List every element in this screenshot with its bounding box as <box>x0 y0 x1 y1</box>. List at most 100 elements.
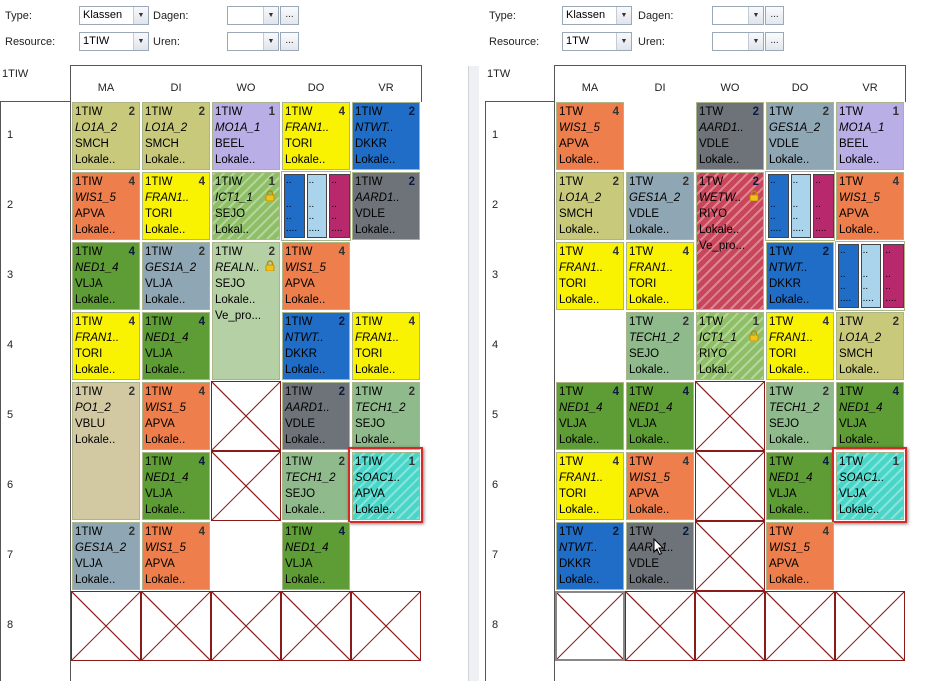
lesson-card[interactable]: 1TW 4 FRAN1.. TORI Lokale.. <box>626 242 694 310</box>
lesson-subject: AARD1.. <box>355 192 400 204</box>
lesson-card[interactable]: 1TW 1 ICT1_1 RIYO Lokal.. <box>696 312 764 380</box>
lesson-room: Lokale.. <box>769 364 810 376</box>
lesson-card[interactable]: 1TIW 4 NED1_4 VLJA Lokale.. <box>142 452 210 520</box>
chevron-down-icon[interactable]: ▼ <box>748 33 763 50</box>
chevron-down-icon[interactable]: ▼ <box>616 7 631 24</box>
cross-icon <box>352 592 420 660</box>
lesson-card[interactable]: 1TW 4 NED1_4 VLJA Lokale.. <box>626 382 694 450</box>
split-lesson-bar[interactable]: .......... <box>284 174 305 238</box>
panel-divider[interactable] <box>468 66 479 681</box>
chevron-down-icon[interactable]: ▼ <box>133 33 148 50</box>
lesson-card[interactable]: 1TIW 4 NED1_4 VLJA Lokale.. <box>142 312 210 380</box>
lesson-card[interactable]: 1TW 2 GES1A_2 VDLE Lokale.. <box>766 102 834 170</box>
split-lesson-bar[interactable]: .......... <box>768 174 789 238</box>
split-lesson-bar[interactable]: .......... <box>329 174 350 238</box>
lesson-card[interactable]: 1TW 2 LO1A_2 SMCH Lokale.. <box>556 172 624 240</box>
lesson-card[interactable]: 1TW 4 NED1_4 VLJA Lokale.. <box>836 382 904 450</box>
chevron-down-icon[interactable]: ▼ <box>616 33 631 50</box>
lesson-card[interactable]: 1TIW 2 AARD1.. VDLE Lokale.. <box>282 382 350 450</box>
lesson-teacher: VDLE <box>285 418 316 430</box>
chevron-down-icon[interactable]: ▼ <box>263 33 278 50</box>
type-select[interactable]: Klassen ▼ <box>562 6 632 25</box>
lesson-card[interactable]: 1TW 4 FRAN1.. TORI Lokale.. <box>556 452 624 520</box>
dagen-browse-button[interactable]: ... <box>280 6 299 25</box>
lesson-class: 1TW <box>699 106 724 118</box>
lesson-card[interactable]: 1TIW 4 FRAN1.. TORI Lokale.. <box>72 312 140 380</box>
chevron-down-icon[interactable]: ▼ <box>133 7 148 24</box>
dagen-select[interactable]: ▼ <box>712 6 764 25</box>
lesson-card[interactable]: 1TW 4 NED1_4 VLJA Lokale.. <box>766 452 834 520</box>
lesson-card[interactable]: 1TW 2 TECH1_2 SEJO Lokale.. <box>766 382 834 450</box>
dagen-browse-button[interactable]: ... <box>765 6 784 25</box>
lesson-room: Lokale.. <box>75 154 116 166</box>
resource-select[interactable]: 1TIW ▼ <box>79 32 149 51</box>
lesson-card[interactable]: 1TIW 2 GES1A_2 VLJA Lokale.. <box>72 522 140 590</box>
uren-browse-button[interactable]: ... <box>280 32 299 51</box>
split-lesson-bar[interactable]: .......... <box>838 244 859 308</box>
lesson-card[interactable]: 1TW 4 FRAN1.. TORI Lokale.. <box>556 242 624 310</box>
lesson-card[interactable]: 1TIW 4 WIS1_5 APVA Lokale.. <box>72 172 140 240</box>
unavailable-cell <box>211 591 281 661</box>
lesson-card[interactable]: 1TW 4 WIS1_5 APVA Lokale.. <box>626 452 694 520</box>
lesson-card[interactable]: 1TIW 4 FRAN1.. TORI Lokale.. <box>142 172 210 240</box>
lesson-card[interactable]: 1TW 2 NTWT.. DKKR Lokale.. <box>766 242 834 310</box>
split-lesson-group[interactable]: .............................. <box>281 171 351 241</box>
split-lesson-bar[interactable]: .......... <box>860 244 882 308</box>
lesson-card[interactable]: 1TW 1 SOAC1.. VLJA Lokale.. <box>836 452 904 520</box>
lesson-card[interactable]: 1TIW 2 LO1A_2 SMCH Lokale.. <box>72 102 140 170</box>
type-select[interactable]: Klassen ▼ <box>79 6 149 25</box>
resource-select[interactable]: 1TW ▼ <box>562 32 632 51</box>
lesson-card[interactable]: 1TIW 2 GES1A_2 VLJA Lokale.. <box>142 242 210 310</box>
lesson-card[interactable]: 1TW 2 NTWT.. DKKR Lokale.. <box>556 522 624 590</box>
split-lesson-bar[interactable]: .......... <box>306 174 328 238</box>
lesson-card[interactable]: 1TIW 1 MO1A_1 BEEL Lokale.. <box>212 102 280 170</box>
split-lesson-group[interactable]: .............................. <box>835 241 905 311</box>
split-lesson-bar[interactable]: .......... <box>790 174 812 238</box>
lesson-card[interactable]: 1TW 4 WIS1_5 APVA Lokale.. <box>836 172 904 240</box>
lesson-card[interactable]: 1TIW 4 WIS1_5 APVA Lokale.. <box>282 242 350 310</box>
split-lesson-group[interactable]: .............................. <box>765 171 835 241</box>
lesson-card[interactable]: 1TIW 2 AARD1.. VDLE Lokale.. <box>352 172 420 240</box>
lesson-card[interactable]: 1TIW 4 FRAN1.. TORI Lokale.. <box>282 102 350 170</box>
split-lesson-bar[interactable]: .......... <box>883 244 904 308</box>
lesson-card[interactable]: 1TIW 1 ICT1_1 SEJO Lokal.. <box>212 172 280 240</box>
lesson-card[interactable]: 1TIW 1 SOAC1.. APVA Lokale.. <box>352 452 420 520</box>
lesson-card[interactable]: 1TIW 4 FRAN1.. TORI Lokale.. <box>352 312 420 380</box>
lesson-card[interactable]: 1TIW 2 LO1A_2 SMCH Lokale.. <box>142 102 210 170</box>
lesson-teacher: APVA <box>145 558 175 570</box>
lesson-card[interactable]: 1TIW 4 WIS1_5 APVA Lokale.. <box>142 382 210 450</box>
chevron-down-icon[interactable]: ▼ <box>748 7 763 24</box>
period-number: 7 <box>7 549 14 561</box>
lesson-card[interactable]: 1TIW 2 NTWT.. DKKR Lokale.. <box>282 312 350 380</box>
lesson-card[interactable]: 1TW 2 WETW.. RIYO Lokale.. Ve_pro... <box>696 172 764 310</box>
lesson-card[interactable]: 1TW 2 AARD1.. VDLE Lokale.. <box>626 522 694 590</box>
lesson-card[interactable]: 1TIW 2 TECH1_2 SEJO Lokale.. <box>282 452 350 520</box>
unavailable-cell <box>835 591 905 661</box>
uren-select[interactable]: ▼ <box>712 32 764 51</box>
lesson-card[interactable]: 1TIW 4 WIS1_5 APVA Lokale.. <box>142 522 210 590</box>
dagen-select[interactable]: ▼ <box>227 6 279 25</box>
lesson-card[interactable]: 1TIW 2 PO1_2 VBLU Lokale.. <box>72 382 140 520</box>
uren-browse-button[interactable]: ... <box>765 32 784 51</box>
chevron-down-icon[interactable]: ▼ <box>263 7 278 24</box>
lesson-card[interactable]: 1TW 4 WIS1_5 APVA Lokale.. <box>556 102 624 170</box>
uren-select[interactable]: ▼ <box>227 32 279 51</box>
lesson-card[interactable]: 1TW 1 MO1A_1 BEEL Lokale.. <box>836 102 904 170</box>
lesson-card[interactable]: 1TW 4 NED1_4 VLJA Lokale.. <box>556 382 624 450</box>
lesson-card[interactable]: 1TW 2 TECH1_2 SEJO Lokale.. <box>626 312 694 380</box>
lesson-card[interactable]: 1TW 2 GES1A_2 VDLE Lokale.. <box>626 172 694 240</box>
lesson-card[interactable]: 1TW 2 AARD1.. VDLE Lokale.. <box>696 102 764 170</box>
lesson-count-badge: 2 <box>128 106 135 118</box>
lesson-card[interactable]: 1TW 4 FRAN1.. TORI Lokale.. <box>766 312 834 380</box>
lesson-card[interactable]: 1TIW 2 NTWT.. DKKR Lokale.. <box>352 102 420 170</box>
lesson-card[interactable]: 1TIW 4 NED1_4 VLJA Lokale.. <box>282 522 350 590</box>
split-lesson-bar[interactable]: .......... <box>813 174 834 238</box>
selected-lesson-highlight <box>832 447 907 523</box>
lesson-card[interactable]: 1TIW 2 REALN.. SEJO Lokale.. Ve_pro... <box>212 242 280 380</box>
lesson-card[interactable]: 1TW 2 LO1A_2 SMCH Lokale.. <box>836 312 904 380</box>
lesson-card[interactable]: 1TW 4 WIS1_5 APVA Lokale.. <box>766 522 834 590</box>
lesson-teacher: TORI <box>285 138 313 150</box>
lesson-card[interactable]: 1TIW 2 TECH1_2 SEJO Lokale.. <box>352 382 420 450</box>
lesson-card[interactable]: 1TIW 4 NED1_4 VLJA Lokale.. <box>72 242 140 310</box>
period-number: 4 <box>7 339 14 351</box>
